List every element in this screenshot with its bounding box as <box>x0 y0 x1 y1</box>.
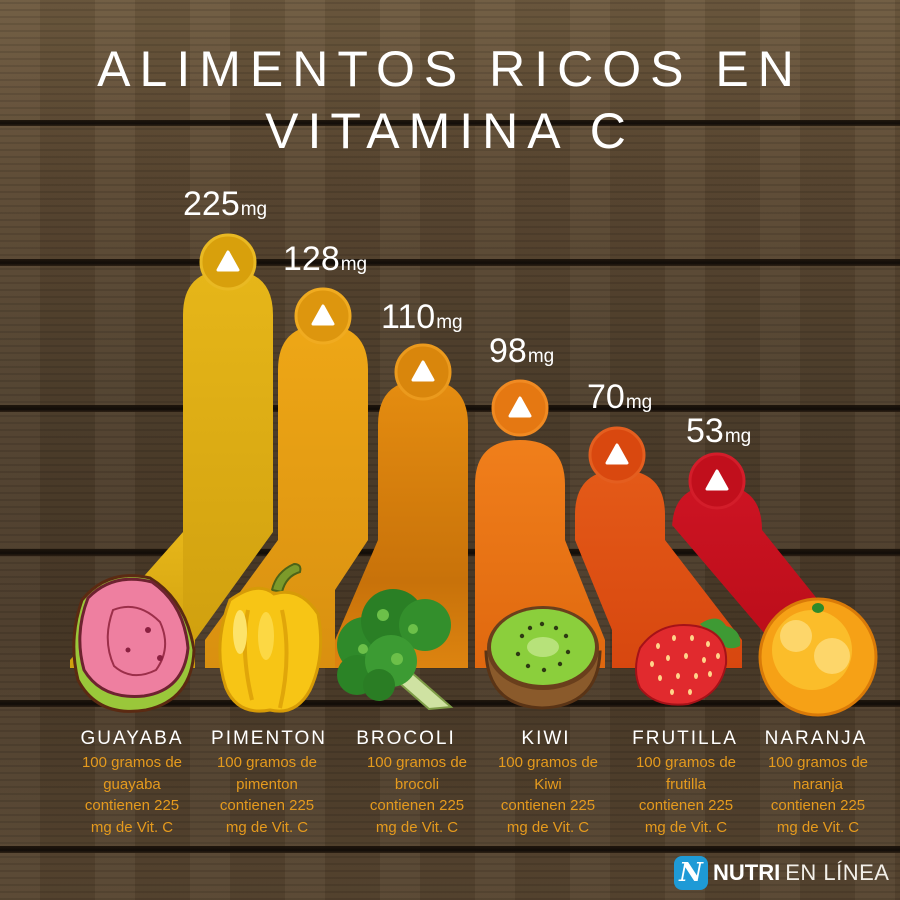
triangle-up-icon <box>311 304 335 326</box>
label-brocoli: BROCOLI <box>356 728 456 749</box>
value-label-brocoli: 110mg <box>381 298 463 336</box>
bar-brocoli <box>335 343 468 668</box>
label-frutilla: FRUTILLA <box>632 728 738 749</box>
strawberry-icon <box>635 618 741 706</box>
label-kiwi: KIWI <box>521 728 571 749</box>
plank-gap <box>0 120 900 126</box>
value-label-pimenton: 128mg <box>283 240 368 278</box>
plank-gap <box>0 846 900 853</box>
value-label-naranja: 53mg <box>686 412 752 450</box>
orange-icon <box>758 597 878 717</box>
bar-kiwi <box>475 379 605 668</box>
guava-icon <box>72 574 196 713</box>
label-pimenton: PIMENTON <box>211 728 327 749</box>
desc-kiwi: 100 gramos de Kiwi contienen 225 mg de Vit.… <box>497 754 599 836</box>
desc-brocoli: 100 gramos de brocoli contienen 225 mg de V… <box>366 754 468 836</box>
brand-name-light: EN LÍNEA <box>785 860 890 885</box>
desc-guayaba: 100 gramos de guayaba contienen 225 mg de V… <box>81 754 183 836</box>
triangle-up-icon <box>705 469 729 491</box>
desc-frutilla: 100 gramos de frutilla contienen 225 mg de … <box>635 754 737 836</box>
triangle-up-icon <box>411 360 435 382</box>
label-guayaba: GUAYABA <box>80 728 184 749</box>
title-line-2: VITAMINA C <box>265 103 635 159</box>
triangle-up-icon <box>605 443 629 465</box>
value-label-kiwi: 98mg <box>489 332 555 370</box>
triangle-up-icon <box>508 396 532 418</box>
brand-logo: N NUTRI EN LÍNEA <box>674 856 889 890</box>
desc-pimenton: 100 gramos de pimenton contienen 225 mg de … <box>216 754 318 836</box>
nutri-logo-icon: N <box>674 856 708 890</box>
value-label-frutilla: 70mg <box>587 378 653 416</box>
title-line-1: ALIMENTOS RICOS EN <box>97 41 803 97</box>
bar-pimenton <box>205 287 368 668</box>
plank-gap <box>0 259 900 266</box>
bar-frutilla <box>575 426 742 668</box>
kiwi-icon <box>484 606 602 710</box>
brand-name-strong: NUTRI <box>713 860 781 885</box>
plank-gap <box>0 700 900 707</box>
page-title: ALIMENTOS RICOS EN VITAMINA C <box>0 38 900 162</box>
broccoli-icon <box>337 589 454 710</box>
bell-pepper-icon <box>218 562 323 713</box>
desc-naranja: 100 gramos de naranja contienen 225 mg de V… <box>767 754 869 836</box>
value-label-guayaba: 225mg <box>183 185 268 223</box>
label-naranja: NARANJA <box>764 728 868 749</box>
triangle-up-icon <box>216 250 240 272</box>
